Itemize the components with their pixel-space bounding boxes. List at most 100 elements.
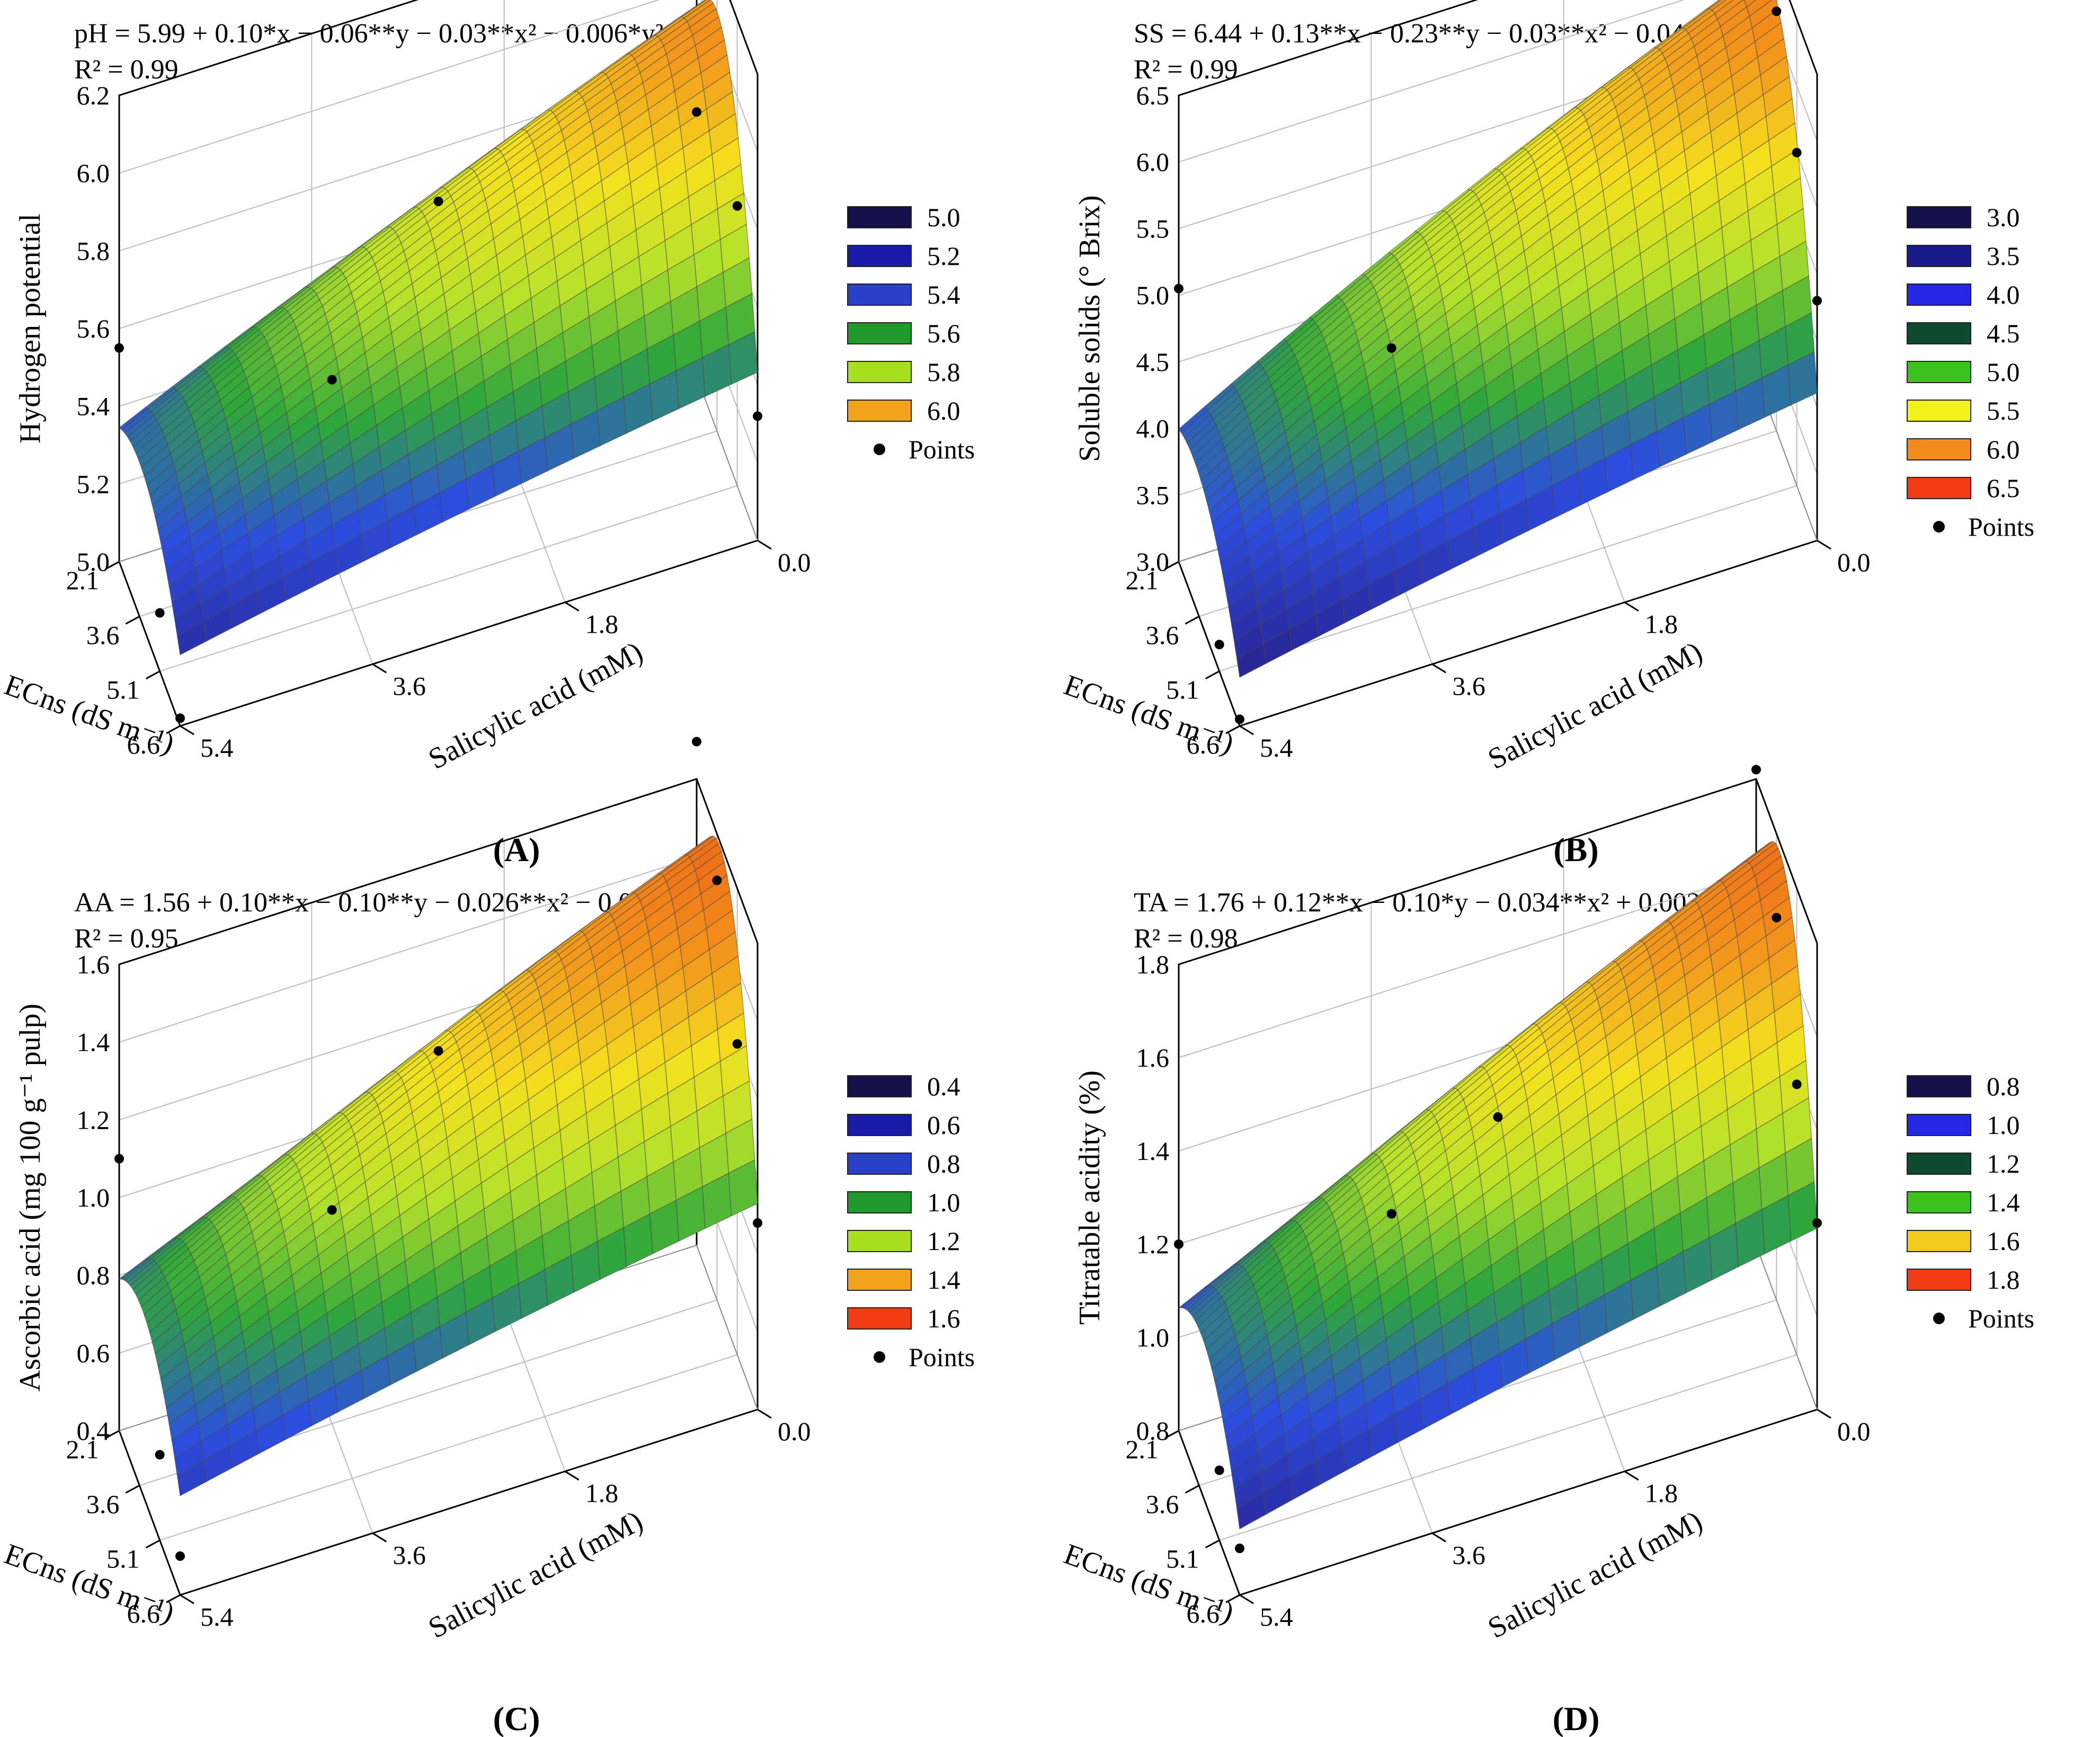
legend-label: 0.4	[927, 1071, 960, 1101]
legend-label: 5.0	[1987, 357, 2020, 387]
x-tick-label: 2.1	[1126, 565, 1159, 595]
legend-label: 1.0	[927, 1187, 960, 1217]
chart-panel: TA = 1.76 + 0.12**x − 0.10*y − 0.034**x²…	[1060, 765, 2034, 1737]
x-tick-mark	[105, 561, 120, 570]
z-tick-label: 5.0	[77, 547, 110, 577]
legend-label: 1.6	[927, 1304, 960, 1333]
data-point	[1751, 765, 1761, 775]
legend-swatch	[847, 1075, 912, 1097]
legend-swatch	[1907, 1191, 1971, 1213]
data-point	[1174, 283, 1184, 294]
legend-swatch	[1907, 477, 1971, 499]
surface-cell	[177, 1460, 207, 1496]
y-axis-title: Salicylic acid (mM)	[423, 635, 648, 776]
x-tick-label: 5.1	[106, 1544, 140, 1574]
x-tick-mark	[125, 616, 140, 625]
data-point	[1235, 714, 1244, 724]
legend-label: 5.8	[927, 357, 960, 387]
data-point	[732, 1039, 742, 1049]
legend-label: 1.0	[1987, 1110, 2020, 1140]
x-tick-label: 6.6	[127, 1599, 161, 1628]
z-tick-label: 5.8	[77, 236, 110, 265]
x-tick-label: 5.1	[106, 675, 140, 705]
legend-swatch	[1907, 1230, 1971, 1252]
regression-equation: pH = 5.99 + 0.10*x − 0.06**y − 0.03**x² …	[74, 19, 663, 49]
legend-swatch	[1907, 438, 1971, 460]
chart-panel: SS = 6.44 + 0.13**x − 0.23**y − 0.03**x²…	[1060, 0, 2034, 868]
legend-swatch	[1907, 1269, 1971, 1291]
x-tick-mark	[166, 1594, 181, 1603]
x-tick-label: 2.1	[66, 1434, 100, 1464]
y-tick-mark	[1431, 663, 1447, 673]
y-tick-mark	[1239, 1594, 1254, 1605]
x-tick-label: 3.6	[86, 620, 120, 650]
x-tick-mark	[1205, 670, 1220, 679]
y-tick-label: 1.8	[585, 609, 619, 639]
data-point	[1214, 1465, 1224, 1475]
data-point	[155, 1450, 165, 1460]
x-tick-mark	[166, 725, 181, 734]
y-axis-title: Salicylic acid (mM)	[1483, 1504, 1708, 1645]
x-tick-mark	[1164, 1430, 1179, 1439]
y-tick-label: 1.8	[1645, 609, 1678, 639]
x-tick-label: 6.6	[127, 730, 161, 759]
data-point	[692, 107, 701, 117]
data-point	[692, 737, 701, 747]
x-axis-title: ECns (dS m⁻¹)	[1060, 669, 1238, 760]
data-point	[1792, 1079, 1802, 1089]
y-tick-mark	[180, 725, 194, 735]
data-point	[1386, 1209, 1396, 1219]
z-tick-label: 5.0	[1136, 280, 1170, 310]
y-axis-title: Salicylic acid (mM)	[1483, 635, 1708, 776]
z-tick-label: 6.0	[1136, 147, 1170, 177]
z-tick-label: 0.8	[1136, 1416, 1170, 1446]
legend-swatch	[847, 245, 912, 267]
response-surface	[1177, 840, 1818, 1530]
x-tick-mark	[1164, 561, 1179, 570]
z-axis-title: Hydrogen potential	[14, 214, 47, 444]
legend-label: 1.4	[1987, 1187, 2020, 1217]
legend-label: 1.2	[1987, 1149, 2020, 1178]
y-tick-label: 5.4	[1260, 733, 1293, 763]
z-tick-label: 1.8	[1136, 950, 1170, 979]
y-tick-label: 3.6	[393, 1540, 426, 1570]
surface-cell	[1236, 643, 1267, 678]
legend-points-marker	[1933, 1313, 1945, 1324]
legend-points-marker	[874, 1351, 885, 1363]
z-tick-label: 6.0	[77, 158, 110, 188]
data-point	[1772, 912, 1782, 923]
r-squared: R² = 0.99	[74, 55, 179, 85]
data-point	[1812, 1218, 1822, 1228]
legend-points-label: Points	[909, 435, 975, 464]
legend-swatch	[847, 1191, 912, 1213]
legend-points-marker	[1933, 521, 1945, 533]
box-edge	[118, 0, 759, 562]
y-tick-mark	[1624, 601, 1639, 612]
legend-label: 1.6	[1987, 1226, 2020, 1256]
z-tick-label: 4.0	[1136, 414, 1170, 444]
y-tick-mark	[1817, 539, 1831, 550]
legend-label: 1.8	[1987, 1265, 2020, 1295]
data-point	[175, 713, 185, 723]
y-axis-title: Salicylic acid (mM)	[423, 1504, 648, 1645]
x-tick-label: 6.6	[1187, 730, 1220, 759]
data-point	[1493, 1112, 1503, 1122]
response-surface	[118, 0, 758, 655]
y-tick-mark	[1431, 1532, 1447, 1543]
legend-label: 0.8	[1987, 1071, 2020, 1101]
z-tick-label: 6.5	[1136, 81, 1170, 110]
legend-points-label: Points	[1968, 512, 2034, 542]
legend-swatch	[1907, 322, 1971, 344]
x-tick-label: 5.1	[1166, 675, 1199, 705]
z-tick-label: 1.2	[77, 1105, 110, 1135]
legend-label: 5.5	[1987, 396, 2020, 426]
x-tick-mark	[1185, 616, 1200, 625]
y-tick-label: 0.0	[778, 1416, 811, 1446]
floor-gridline	[159, 1354, 737, 1541]
legend-swatch	[847, 1230, 912, 1252]
regression-equation: TA = 1.76 + 0.12**x − 0.10*y − 0.034**x²…	[1134, 888, 1750, 918]
y-tick-mark	[372, 1532, 387, 1543]
y-tick-mark	[564, 1470, 580, 1481]
y-tick-label: 5.4	[200, 1602, 234, 1632]
data-point	[732, 201, 742, 211]
